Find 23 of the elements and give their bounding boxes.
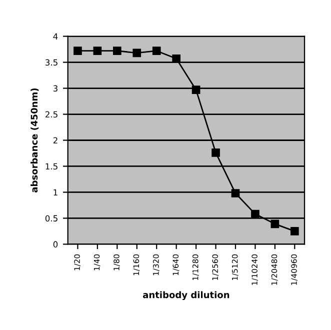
- point: [251, 210, 260, 218]
- point: [132, 48, 142, 58]
- y-tick-label: 2: [53, 137, 58, 144]
- y-tick-label: 0: [53, 241, 58, 248]
- point: [231, 189, 240, 198]
- y-tick-label: 4: [53, 33, 58, 40]
- y-tick-label: 3.5: [46, 59, 58, 66]
- y-axis-title: absorbance (450nm): [30, 88, 39, 192]
- point: [152, 46, 161, 56]
- y-tick-label: 0.5: [45, 215, 58, 222]
- point: [172, 54, 180, 63]
- point: [192, 86, 200, 94]
- x-axis-title: antibody dilution: [142, 291, 230, 300]
- point: [212, 148, 220, 157]
- point: [93, 46, 102, 56]
- point: [290, 227, 299, 236]
- point: [74, 46, 82, 56]
- y-tick-label: 3: [53, 85, 58, 92]
- y-tick-label: 1.5: [46, 163, 58, 170]
- point: [112, 46, 122, 56]
- y-tick-label: 1: [54, 189, 58, 196]
- point: [270, 220, 280, 228]
- y-tick-label: 2.5: [45, 111, 58, 118]
